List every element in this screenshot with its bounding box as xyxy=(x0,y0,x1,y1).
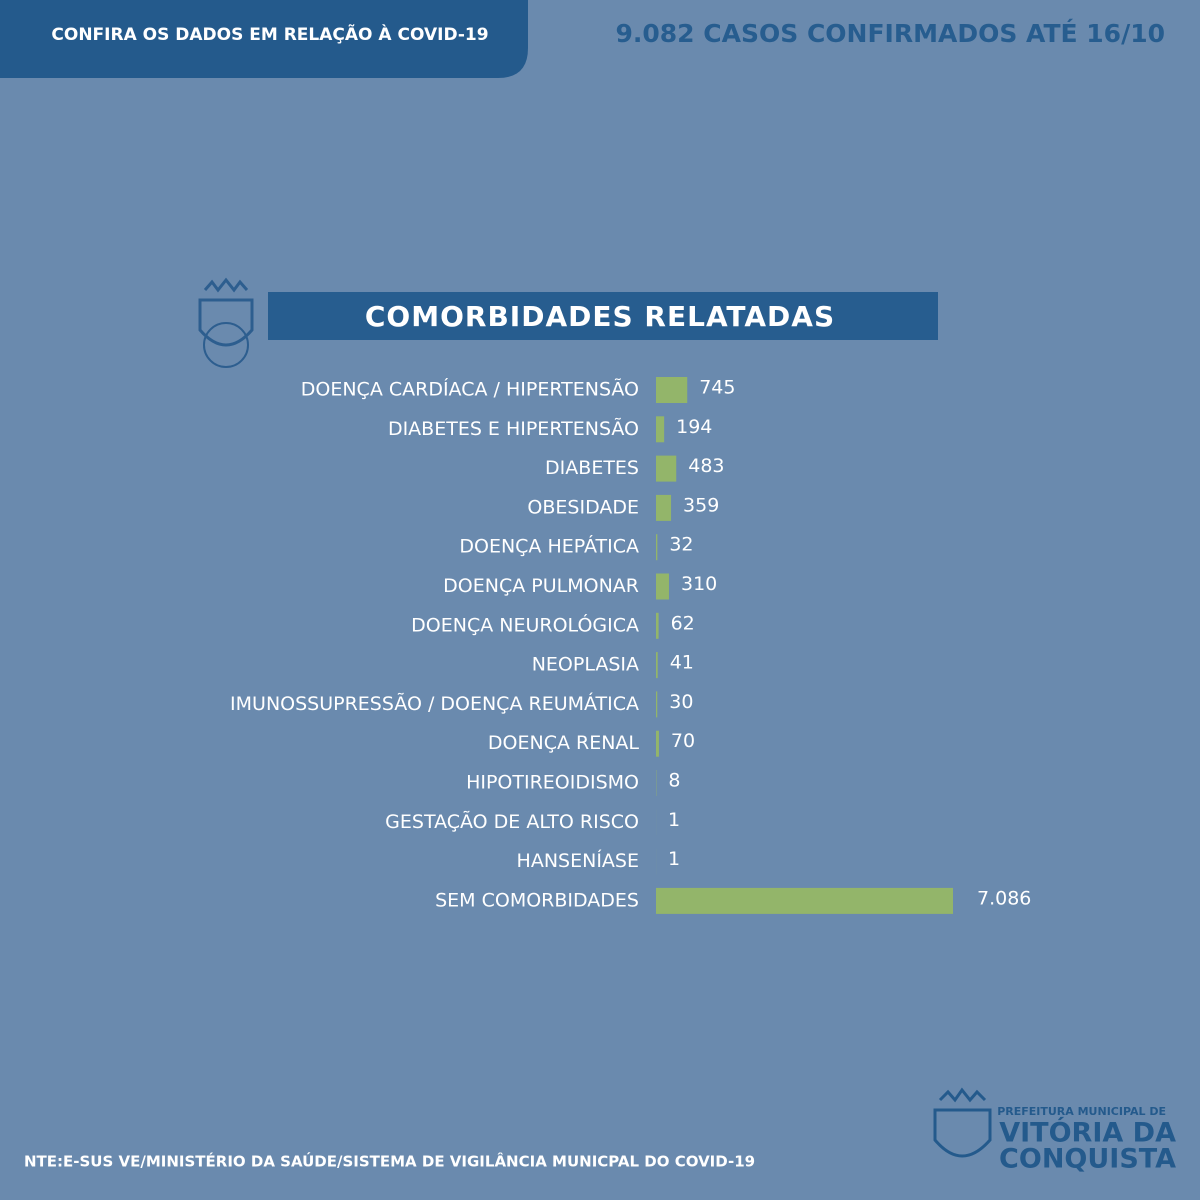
source: NTE:E-SUS VE/MINISTÉRIO DA SAÚDE/SISTEMA… xyxy=(24,1152,755,1171)
value-label: 62 xyxy=(671,612,695,634)
value-label: 41 xyxy=(670,652,694,674)
category-label: DOENÇA CARDÍACA / HIPERTENSÃO xyxy=(301,378,639,401)
logo-line2: CONQUISTA xyxy=(999,1144,1176,1175)
category-label: GESTAÇÃO DE ALTO RISCO xyxy=(385,810,639,833)
bar xyxy=(656,612,659,639)
title-box xyxy=(268,292,938,340)
bar xyxy=(656,730,659,757)
category-label: DOENÇA RENAL xyxy=(488,732,640,754)
value-label: 1 xyxy=(668,848,680,870)
category-label: OBESIDADE xyxy=(527,496,639,518)
category-label: HANSENÍASE xyxy=(517,849,639,872)
value-label: 7.086 xyxy=(977,887,1031,909)
bar xyxy=(656,534,658,561)
bar xyxy=(656,887,953,914)
bar xyxy=(656,652,658,679)
logo-small xyxy=(198,277,254,368)
bar xyxy=(656,416,665,443)
category-label: DIABETES xyxy=(545,457,639,479)
category-label: NEOPLASIA xyxy=(532,654,639,676)
badge-text: CONFIRA OS DADOS EM RELAÇÃO À COVID-19 xyxy=(51,22,488,45)
logo-line1: VITÓRIA DA xyxy=(999,1117,1176,1149)
category-label: DOENÇA HEPÁTICA xyxy=(459,535,639,558)
bar xyxy=(656,455,677,482)
value-label: 745 xyxy=(699,377,735,399)
headline: 9.082 CASOS CONFIRMADOS ATÉ 16/10 xyxy=(616,19,1166,48)
category-label: HIPOTIREOIDISMO xyxy=(466,772,639,794)
bar xyxy=(656,377,688,403)
category-label: SEM COMORBIDADES xyxy=(435,889,639,911)
category-label: DIABETES E HIPERTENSÃO xyxy=(388,417,639,440)
value-label: 32 xyxy=(669,534,693,556)
category-label: DOENÇA PULMONAR xyxy=(443,575,639,597)
logo-top: PREFEITURA MUNICIPAL DE xyxy=(997,1105,1166,1118)
plot: DOENÇA CARDÍACA / HIPERTENSÃO 745 DIABETES… xyxy=(230,377,1031,914)
bar xyxy=(656,573,669,600)
category-label: DOENÇA NEUROLÓGICA xyxy=(411,612,639,636)
value-label: 8 xyxy=(668,770,680,792)
value-label: 359 xyxy=(683,494,719,516)
value-label: 310 xyxy=(681,573,717,595)
chart-title: COMORBIDADES RELATADAS xyxy=(365,300,835,333)
value-label: 30 xyxy=(669,691,693,713)
logo xyxy=(933,1087,992,1158)
bar xyxy=(656,691,658,718)
value-label: 483 xyxy=(688,455,724,477)
bar xyxy=(656,494,672,521)
header-badge xyxy=(0,0,528,78)
value-label: 194 xyxy=(676,416,712,438)
value-label: 70 xyxy=(671,730,695,752)
category-label: IMUNOSSUPRESSÃO / DOENÇA REUMÁTICA xyxy=(230,692,639,715)
value-label: 1 xyxy=(668,809,680,831)
